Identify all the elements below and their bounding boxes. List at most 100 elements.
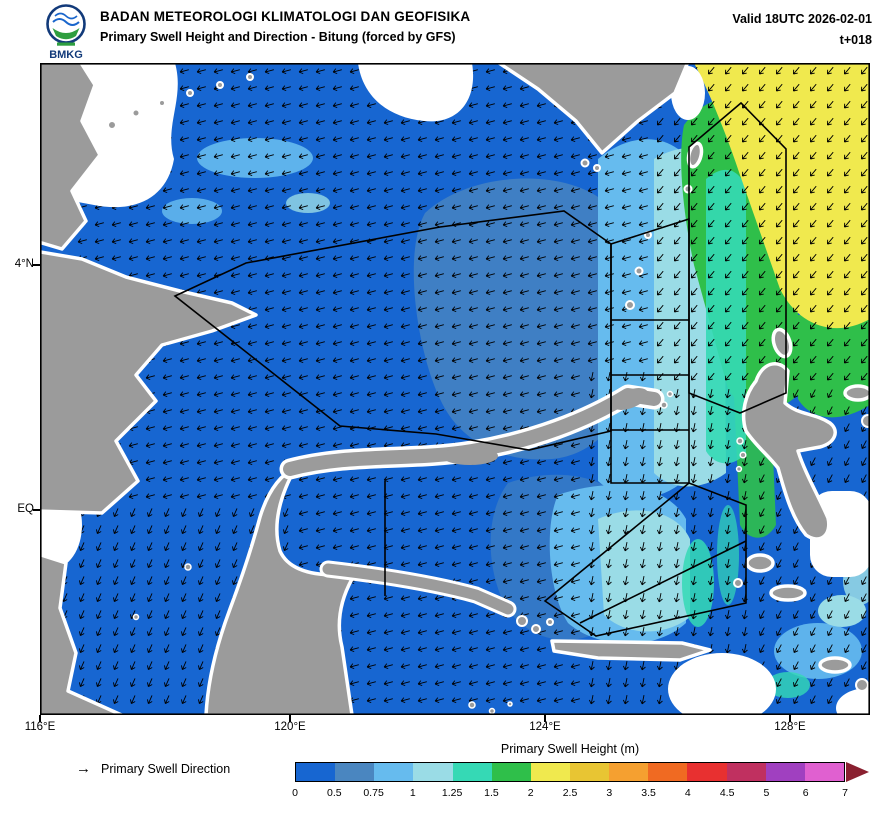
colorbar-tick-label: 1.5 — [484, 787, 499, 799]
x-axis-label: 116°E — [24, 721, 56, 733]
colorbar-segment — [687, 763, 727, 781]
y-axis-tick — [33, 264, 40, 266]
colorbar — [295, 762, 845, 782]
colorbar-tick-label: 7 — [842, 787, 848, 799]
land-taliabu-mangole — [550, 639, 712, 662]
field-1-125m-south — [598, 510, 690, 632]
swell-direction-label: Primary Swell Direction — [101, 762, 231, 776]
land-southeast-island — [818, 656, 852, 674]
bmkg-logo-text: BMKG — [49, 49, 83, 61]
x-axis-tick — [789, 715, 791, 722]
zone-maluku-dividers — [611, 319, 689, 431]
header-validity: Valid 18UTC 2026-02-01 t+018 — [732, 9, 872, 51]
header-titles: BADAN METEOROLOGI KLIMATOLOGI DAN GEOFIS… — [100, 9, 470, 44]
land-bacan — [745, 553, 775, 573]
x-axis-label: 120°E — [274, 721, 306, 733]
colorbar-segment — [491, 763, 531, 781]
colorbar-tick-label: 0 — [292, 787, 298, 799]
land-sarangani-islands — [580, 158, 590, 168]
swell-height-field — [40, 63, 870, 715]
header: BMKG BADAN METEOROLOGI KLIMATOLOGI DAN G… — [0, 0, 895, 63]
colorbar-tick-label: 0.75 — [363, 787, 384, 799]
agency-title: BADAN METEOROLOGI KLIMATOLOGI DAN GEOFIS… — [100, 9, 471, 24]
colorbar-segment — [609, 763, 649, 781]
mask-south — [668, 653, 776, 715]
field-125-15m-south2 — [717, 505, 739, 605]
land-island — [733, 578, 743, 588]
zone-pacific-halmahera — [688, 101, 787, 414]
colorbar-tick-label: 4 — [684, 787, 691, 799]
colorbar-tick-label: 6 — [802, 787, 809, 799]
field-125-15m-se — [766, 672, 810, 698]
colorbar-tick-label: 0.5 — [326, 787, 342, 799]
colorbar-tick-label: 2 — [527, 787, 534, 799]
colorbar-tick-label: 5 — [763, 787, 770, 799]
land-sulawesi-east-arm — [322, 563, 514, 615]
colorbar-segment — [804, 763, 844, 781]
x-axis-tick — [544, 715, 546, 722]
field-1-125m-nw — [286, 193, 330, 213]
colorbar-title: Primary Swell Height (m) — [500, 742, 640, 756]
colorbar-segment — [296, 763, 336, 781]
colorbar-segment — [530, 763, 570, 781]
land-ternate-islands — [735, 437, 747, 473]
forecast-zone-boundaries — [173, 101, 787, 637]
swell-map — [40, 63, 870, 715]
field-075-1m-nw2 — [162, 198, 222, 224]
colorbar-segment — [765, 763, 805, 781]
x-axis-tick — [39, 715, 41, 722]
field-075-1m-nw — [197, 138, 313, 178]
y-axis-label: EQ — [17, 503, 34, 515]
colorbar-segment — [569, 763, 610, 781]
colorbar-segment — [413, 763, 453, 781]
land-southeast-island — [855, 678, 869, 692]
swell-map-canvas — [40, 63, 870, 715]
mask-southeast-corner — [836, 688, 870, 715]
y-axis-tick — [33, 509, 40, 511]
colorbar-tick-label: 3.5 — [641, 787, 656, 799]
swell-direction-arrow-icon: → — [76, 760, 91, 777]
land-obi — [769, 584, 807, 602]
land-halmahera — [741, 361, 837, 541]
colorbar-tick-label: 1.25 — [441, 787, 463, 799]
zone-maluku-south-divider — [579, 540, 747, 624]
x-axis-label: 128°E — [774, 721, 806, 733]
colorbar-segment — [335, 763, 375, 781]
land-banggai-islands — [516, 615, 554, 634]
land-sulawesi-body — [204, 465, 354, 715]
land-east-island — [843, 384, 870, 402]
field-125-15m-band — [706, 169, 746, 464]
x-axis-label: 124°E — [529, 721, 561, 733]
land-mindanao — [495, 63, 690, 155]
land-sarangani-islands — [593, 164, 601, 172]
x-axis-tick — [289, 715, 291, 722]
colorbar-segment — [374, 763, 414, 781]
colorbar-tick-label: 3 — [606, 787, 613, 799]
colorbar-tick-label: 1 — [409, 787, 416, 799]
land-gorontalo — [442, 447, 498, 465]
colorbar-tick-label: 4.5 — [719, 787, 735, 799]
colorbar-segment — [726, 763, 766, 781]
field-2-25m — [694, 63, 870, 329]
land-bitung-islands — [660, 401, 668, 409]
land-bitung-islands — [666, 390, 674, 398]
land-kalimantan-southeast — [40, 552, 126, 715]
colorbar-segment — [648, 763, 688, 781]
land-talaud-south — [683, 184, 693, 194]
land-sabah — [40, 63, 102, 251]
land-minahasa — [612, 388, 648, 410]
bmkg-logo-icon: BMKG — [46, 4, 86, 61]
field-05-075m — [413, 178, 641, 460]
map-border — [40, 63, 870, 715]
land-sulu-archipelago — [107, 73, 254, 130]
colorbar-overflow-arrow — [846, 762, 869, 782]
field-15-2m-east — [798, 315, 870, 418]
zone-maluku-south — [543, 482, 747, 637]
land-east-island — [861, 414, 870, 428]
forecast-step: t+018 — [839, 33, 872, 47]
valid-time: Valid 18UTC 2026-02-01 — [732, 12, 872, 26]
colorbar-segment — [452, 763, 492, 781]
colorbar-tick-label: 2.5 — [562, 787, 578, 799]
y-axis-label: 4°N — [14, 258, 34, 270]
mask-north — [358, 63, 474, 122]
